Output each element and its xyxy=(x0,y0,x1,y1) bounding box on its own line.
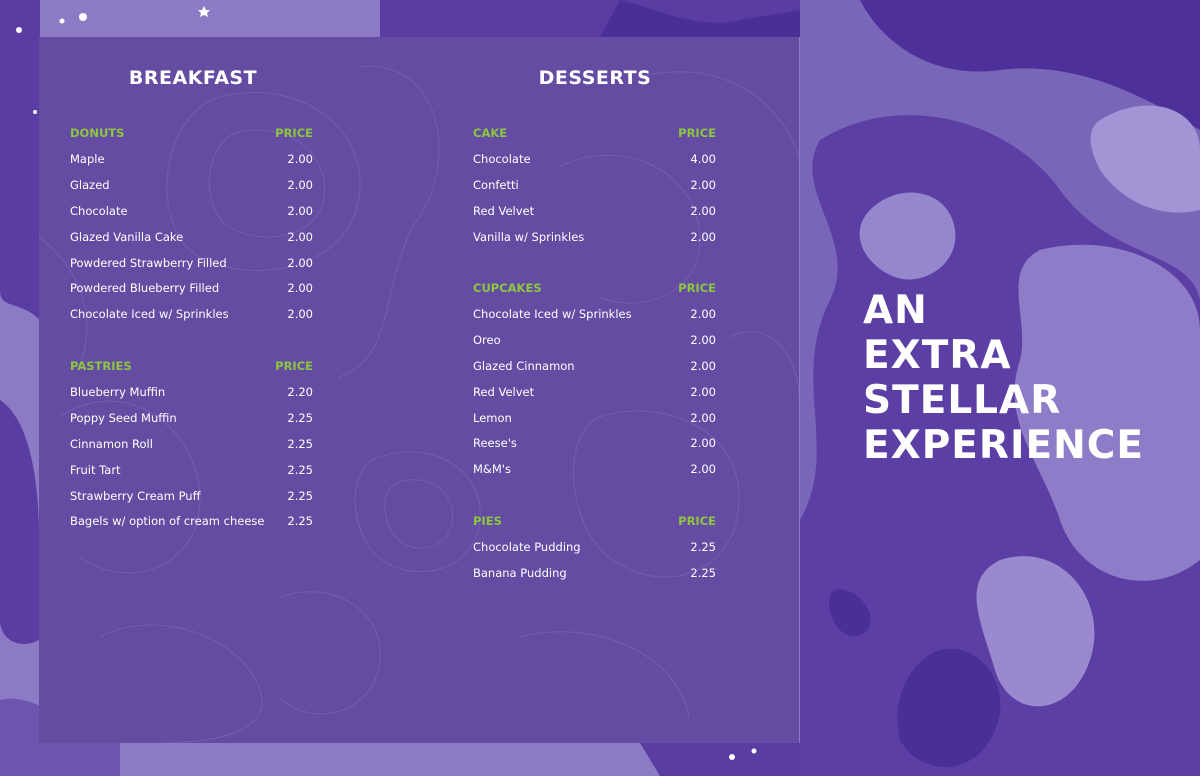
menu-item-name: Glazed xyxy=(70,177,110,192)
menu-item-price: 2.00 xyxy=(287,203,313,218)
menu-item-price: 2.00 xyxy=(690,410,716,425)
menu-item-name: Chocolate xyxy=(473,151,531,166)
menu-item-name: Maple xyxy=(70,151,105,166)
menu-item-name: Glazed Vanilla Cake xyxy=(70,229,184,244)
menu-item-price: 2.00 xyxy=(690,177,716,192)
section-price-heading: PRICE xyxy=(678,126,716,140)
menu-item-name: Chocolate Iced w/ Sprinkles xyxy=(473,306,632,321)
section-price-heading: PRICE xyxy=(678,514,716,528)
menu-item-price: 2.00 xyxy=(287,177,313,192)
menu-item-name: Vanilla w/ Sprinkles xyxy=(473,229,585,244)
section-heading: PIES xyxy=(473,514,502,528)
column-title: DESSERTS xyxy=(538,67,652,89)
menu-item-name: Strawberry Cream Puff xyxy=(70,488,201,503)
menu-item-price: 2.00 xyxy=(690,203,716,218)
menu-item-name: Confetti xyxy=(473,177,519,192)
section-heading: PASTRIES xyxy=(70,359,132,373)
menu-item-price: 2.25 xyxy=(287,488,313,503)
menu-item-name: Cinnamon Roll xyxy=(70,436,153,451)
menu-item-name: Banana Pudding xyxy=(473,565,567,580)
section-heading: CUPCAKES xyxy=(473,281,542,295)
menu-item-price: 2.25 xyxy=(690,539,716,554)
tagline-line-4: EXPERIENCE xyxy=(863,423,1145,468)
menu-item-price: 2.00 xyxy=(287,151,313,166)
menu-item-name: Chocolate Pudding xyxy=(473,539,581,554)
menu-item-name: Chocolate xyxy=(70,203,128,218)
menu-item-price: 2.00 xyxy=(690,358,716,373)
menu-item-name: M&M's xyxy=(473,462,511,477)
menu-item-name: Oreo xyxy=(473,332,501,347)
menu-item-price: 2.25 xyxy=(287,436,313,451)
menu-item-name: Chocolate Iced w/ Sprinkles xyxy=(70,307,229,322)
menu-item-name: Glazed Cinnamon xyxy=(473,358,575,373)
menu-item-name: Red Velvet xyxy=(473,384,535,399)
menu-item-price: 2.00 xyxy=(690,462,716,477)
menu-item-name: Fruit Tart xyxy=(70,462,121,477)
tagline-line-2: EXTRA xyxy=(863,333,1012,378)
section-price-heading: PRICE xyxy=(678,281,716,295)
menu-item-price: 2.25 xyxy=(287,410,313,425)
menu-item-name: Poppy Seed Muffin xyxy=(70,410,177,425)
menu-item-price: 2.00 xyxy=(690,436,716,451)
tagline-line-3: STELLAR xyxy=(863,378,1062,423)
menu-item-name: Powdered Blueberry Filled xyxy=(70,281,220,296)
menu-item-price: 2.00 xyxy=(287,307,313,322)
menu-item-price: 2.00 xyxy=(287,229,313,244)
menu-item-price: 2.00 xyxy=(690,332,716,347)
menu-item-name: Lemon xyxy=(473,410,512,425)
menu-item-price: 2.00 xyxy=(690,306,716,321)
column-title: BREAKFAST xyxy=(128,67,258,89)
menu-item-price: 2.25 xyxy=(287,462,313,477)
tagline-line-1: AN xyxy=(863,288,928,333)
menu-item-price: 2.25 xyxy=(690,565,716,580)
menu-item-name: Blueberry Muffin xyxy=(70,384,166,399)
menu-item-price: 2.20 xyxy=(287,384,313,399)
menu-item-name: Bagels w/ option of cream cheese xyxy=(70,514,265,529)
section-price-heading: PRICE xyxy=(275,359,313,373)
menu-item-price: 2.25 xyxy=(287,514,313,529)
section-price-heading: PRICE xyxy=(275,126,313,140)
menu-item-price: 4.00 xyxy=(690,151,716,166)
section-heading: CAKE xyxy=(473,126,508,140)
menu-panel xyxy=(39,37,799,743)
menu-item-name: Powdered Strawberry Filled xyxy=(70,255,227,270)
menu-item-price: 2.00 xyxy=(690,229,716,244)
menu-item-price: 2.00 xyxy=(287,281,313,296)
tagline: AN EXTRA STELLAR EXPERIENCE xyxy=(863,288,1144,468)
contour-lines-decoration xyxy=(39,65,799,743)
menu-item-price: 2.00 xyxy=(690,384,716,399)
menu-item-name: Red Velvet xyxy=(473,203,535,218)
menu-item-price: 2.00 xyxy=(287,255,313,270)
menu-item-name: Reese's xyxy=(473,436,517,451)
section-heading: DONUTS xyxy=(70,126,125,140)
